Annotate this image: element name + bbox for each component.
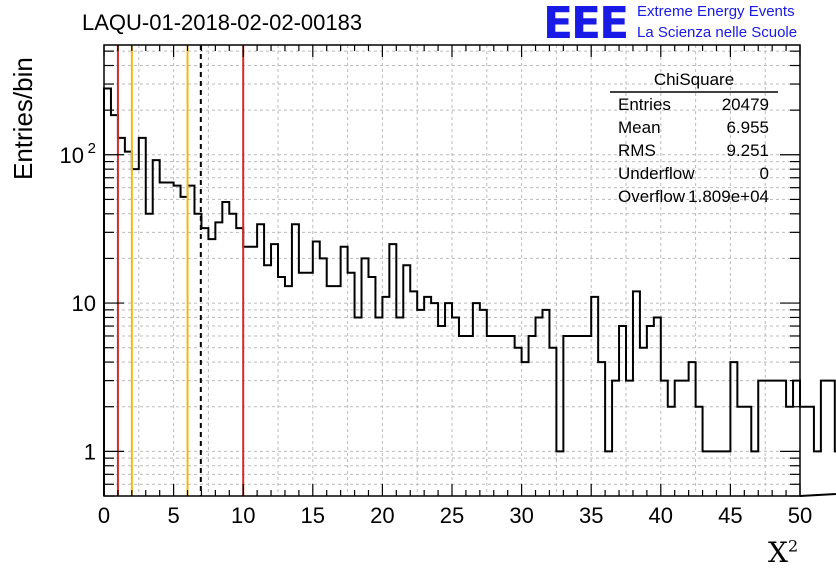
stats-row-label: Overflow <box>618 187 686 206</box>
y-tick-label: 1 <box>84 439 96 464</box>
x-tick-label: 15 <box>301 503 325 528</box>
x-tick-label: 35 <box>579 503 603 528</box>
stats-row-value: 1.809e+04 <box>688 187 769 206</box>
logo-line-1: Extreme Energy Events <box>637 3 795 20</box>
x-tick-label: 0 <box>98 503 110 528</box>
stats-row-label: RMS <box>618 141 656 160</box>
y-tick-label: 10 <box>60 143 84 168</box>
stats-row-value: 9.251 <box>726 141 769 160</box>
x-tick-label: 45 <box>718 503 742 528</box>
stats-row-label: Mean <box>618 118 661 137</box>
y-tick-label: 10 <box>72 291 96 316</box>
x-tick-label: 10 <box>231 503 255 528</box>
y-tick-label-exponent: 2 <box>88 140 96 157</box>
stats-row-label: Underflow <box>618 164 695 183</box>
x-tick-label: 20 <box>370 503 394 528</box>
stats-row-value: 0 <box>760 164 769 183</box>
y-axis-label: Entries/bin <box>8 57 38 180</box>
stats-row-value: 20479 <box>722 95 769 114</box>
logo-line-2: La Scienza nelle Scuole <box>637 24 798 41</box>
stats-row-label: Entries <box>618 95 671 114</box>
histogram-series <box>103 87 836 497</box>
x-tick-label: 40 <box>649 503 673 528</box>
stats-row-value: 6.955 <box>726 118 769 137</box>
x-tick-label: 30 <box>509 503 533 528</box>
x-tick-label: 25 <box>440 503 464 528</box>
x-tick-label: 5 <box>167 503 179 528</box>
x-axis-label: X2 <box>768 536 799 569</box>
x-tick-label: 50 <box>788 503 812 528</box>
stats-box-title: ChiSquare <box>654 70 734 89</box>
eee-logo: EEE <box>543 0 629 49</box>
chart-title: LAQU-01-2018-02-02-00183 <box>82 10 363 35</box>
